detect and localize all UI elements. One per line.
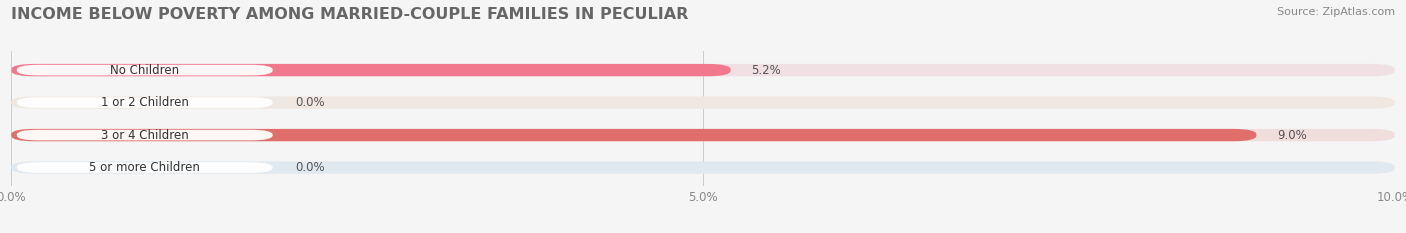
Text: No Children: No Children (110, 64, 180, 77)
FancyBboxPatch shape (11, 129, 1257, 141)
Text: 0.0%: 0.0% (295, 96, 325, 109)
Text: 5.2%: 5.2% (751, 64, 782, 77)
Text: 3 or 4 Children: 3 or 4 Children (101, 129, 188, 142)
FancyBboxPatch shape (17, 65, 273, 75)
Text: Source: ZipAtlas.com: Source: ZipAtlas.com (1277, 7, 1395, 17)
Text: 5 or more Children: 5 or more Children (90, 161, 200, 174)
Text: 1 or 2 Children: 1 or 2 Children (101, 96, 188, 109)
FancyBboxPatch shape (11, 64, 1395, 76)
FancyBboxPatch shape (11, 161, 1395, 174)
Text: 0.0%: 0.0% (295, 161, 325, 174)
FancyBboxPatch shape (11, 129, 1395, 141)
Text: 9.0%: 9.0% (1277, 129, 1308, 142)
FancyBboxPatch shape (17, 130, 273, 140)
FancyBboxPatch shape (11, 64, 731, 76)
FancyBboxPatch shape (11, 96, 1395, 109)
FancyBboxPatch shape (17, 97, 273, 108)
Text: INCOME BELOW POVERTY AMONG MARRIED-COUPLE FAMILIES IN PECULIAR: INCOME BELOW POVERTY AMONG MARRIED-COUPL… (11, 7, 689, 22)
FancyBboxPatch shape (17, 162, 273, 173)
